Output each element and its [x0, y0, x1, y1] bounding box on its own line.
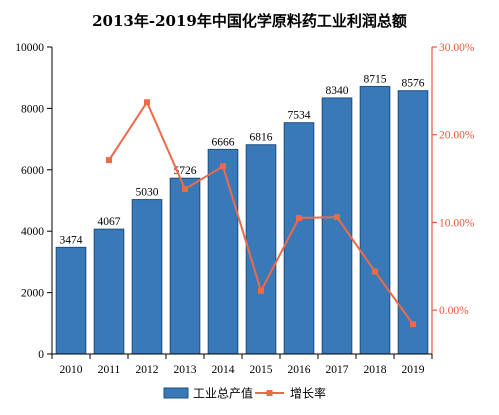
left-tick-10000: 10000	[15, 42, 44, 54]
growth-rate-series	[106, 99, 416, 328]
bar-2013	[169, 177, 201, 355]
growth-rate-point-2018	[372, 268, 378, 275]
left-tick-8000: 8000	[21, 103, 44, 115]
x-tick-2011: 2011	[98, 364, 121, 376]
bar-label-2017: 8340	[326, 85, 349, 97]
x-tick-2017: 2017	[326, 364, 349, 376]
growth-rate-point-2012	[144, 99, 150, 106]
x-tick-2015: 2015	[250, 364, 273, 376]
legend-line-marker	[266, 390, 273, 396]
bar-2015	[245, 144, 277, 355]
x-tick-2013: 2013	[174, 364, 197, 376]
left-y-axis-ticks: 0 2000 4000 6000 8000 10000	[15, 42, 52, 361]
growth-rate-point-2015	[258, 287, 264, 294]
right-tick-30.00%: 30.00%	[439, 42, 475, 54]
left-tick-2000: 2000	[21, 288, 44, 300]
legend-bar-swatch	[163, 387, 189, 399]
x-tick-2010: 2010	[60, 364, 83, 376]
right-tick-0.00%: 0.00%	[439, 305, 469, 317]
bar-label-2019: 8576	[402, 78, 425, 90]
bar-2019	[397, 90, 429, 355]
left-tick-6000: 6000	[21, 165, 44, 177]
legend: 工业总产值 增长率	[163, 386, 326, 401]
chart-title: 2013年-2019年中国化学原料药工业利润总额	[92, 12, 407, 30]
right-y-axis-ticks: 0.00% 10.00% 20.00% 30.00%	[432, 42, 475, 317]
x-tick-2018: 2018	[364, 364, 387, 376]
left-tick-4000: 4000	[21, 226, 44, 238]
bar-2012	[131, 199, 163, 355]
growth-rate-point-2014	[220, 163, 226, 170]
growth-rate-point-2013	[182, 186, 188, 193]
bar-label-2010: 3474	[60, 234, 83, 246]
bar-label-2016: 7534	[288, 110, 311, 122]
right-tick-10.00%: 10.00%	[439, 217, 475, 229]
bar-2011	[93, 228, 125, 355]
x-axis-ticks: 2010 2011 2012 2013 2014 2015 2016 2017 2018 2019	[51, 354, 433, 376]
bar-series	[55, 85, 429, 355]
bar-label-2011: 4067	[98, 216, 121, 228]
x-tick-2012: 2012	[136, 364, 159, 376]
growth-rate-point-2019	[410, 321, 416, 328]
bar-label-2014: 6666	[212, 136, 235, 148]
bar-label-2018: 8715	[364, 73, 387, 85]
bar-label-2015: 6816	[250, 132, 273, 144]
growth-rate-point-2016	[296, 215, 302, 222]
left-tick-0: 0	[38, 349, 44, 361]
growth-rate-point-2017	[334, 214, 340, 221]
growth-rate-point-2011	[106, 157, 112, 164]
legend-bar-label: 工业总产值	[193, 386, 253, 401]
bar-2017	[321, 97, 353, 355]
bar-2014	[207, 148, 239, 355]
x-tick-2016: 2016	[288, 364, 311, 376]
bar-label-2012: 5030	[136, 187, 159, 199]
legend-line-label: 增长率	[290, 386, 326, 401]
x-tick-2014: 2014	[212, 364, 235, 376]
bar-2018	[359, 85, 391, 355]
x-tick-2019: 2019	[402, 364, 425, 376]
right-tick-20.00%: 20.00%	[439, 130, 475, 142]
bar-2010	[55, 246, 87, 355]
